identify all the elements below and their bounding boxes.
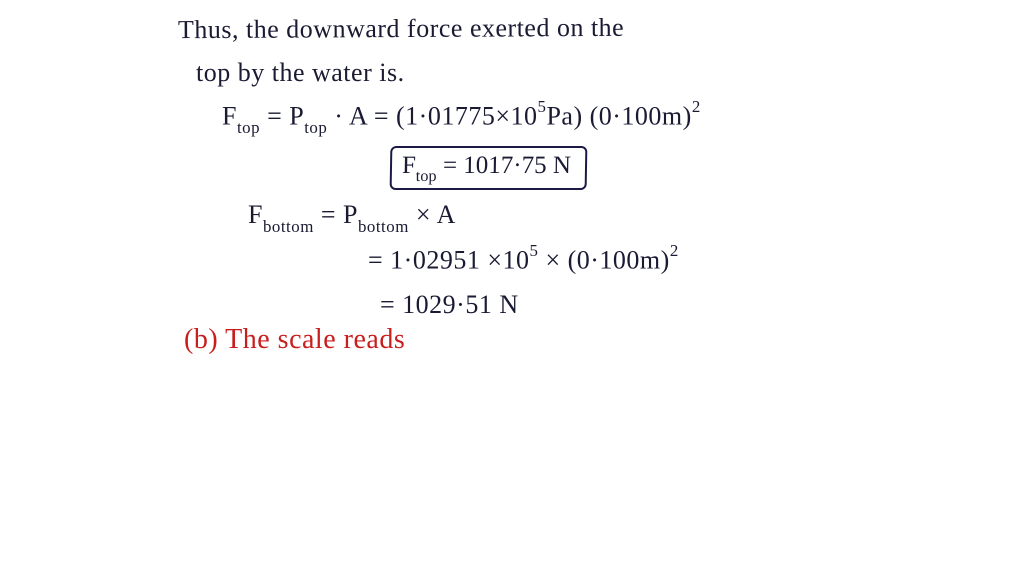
- part-b-label: (b) The scale reads: [184, 324, 405, 356]
- sub-top-1: top: [237, 118, 260, 137]
- box-F: F: [402, 152, 416, 179]
- eq-part-7: × (0·100m): [538, 246, 669, 275]
- equation-fbottom-result: = 1029·51 N: [380, 290, 519, 320]
- var-f: F: [248, 200, 263, 229]
- equation-ftop: Ftop = Ptop · A = (1·01775×105Pa) (0·100…: [222, 100, 701, 136]
- equation-fbottom-def: Fbottom = Pbottom × A: [248, 200, 456, 234]
- sup-5-a: 5: [538, 97, 547, 116]
- eq-part-5: × A: [409, 200, 456, 229]
- text-line-2: top by the water is.: [196, 58, 405, 88]
- part-b-text: The scale reads: [218, 324, 405, 355]
- box-sub-top: top: [416, 167, 437, 185]
- sub-bottom-1: bottom: [263, 217, 314, 236]
- equation-fbottom-calc: = 1·02951 ×105 × (0·100m)2: [368, 244, 679, 276]
- eq-part-3: Pa) (0·100m): [546, 102, 691, 131]
- var-F: F: [222, 102, 237, 131]
- eq-part-2: · A = (1·01775×10: [327, 102, 537, 131]
- eq-part-4: = P: [314, 200, 358, 229]
- sup-2-b: 2: [670, 241, 679, 260]
- eq-part-1: = P: [260, 102, 304, 131]
- boxed-result-ftop: Ftop = 1017·75 N: [390, 146, 588, 190]
- handwritten-page: Thus, the downward force exerted on the …: [0, 0, 1024, 576]
- sub-top-2: top: [304, 118, 327, 137]
- box-value: = 1017·75 N: [436, 152, 571, 179]
- sup-5-b: 5: [529, 241, 538, 260]
- eq-part-6: = 1·02951 ×10: [368, 246, 529, 275]
- sub-bottom-2: bottom: [358, 217, 409, 236]
- sup-2-a: 2: [692, 97, 701, 116]
- part-b-marker: (b): [184, 324, 218, 355]
- text-line-1: Thus, the downward force exerted on the: [178, 13, 624, 45]
